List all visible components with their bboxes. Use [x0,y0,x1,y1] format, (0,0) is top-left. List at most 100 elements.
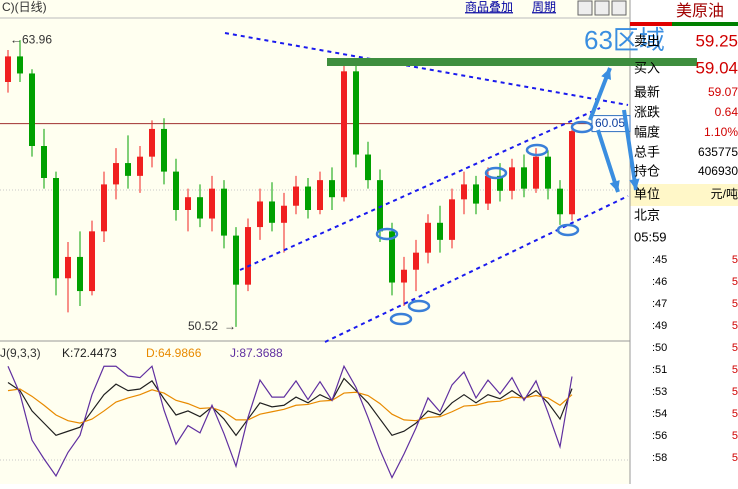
low-label: 50.52 [188,319,218,333]
minute-time: :50 [652,342,667,354]
candle-body [89,231,95,292]
unit-row-bg [630,184,738,206]
candle-body [473,184,479,204]
candle-body [437,222,443,240]
candle-body [113,163,119,185]
candle-body [53,178,59,279]
candle-body [557,188,563,215]
candle-body [221,188,227,236]
candle-body [509,167,515,191]
arrow [622,109,638,191]
minute-time: :56 [652,430,667,442]
quote-bg [630,0,738,484]
quote-label: 单位 [634,186,660,201]
candle-body [329,180,335,198]
minute-value: 5 [732,276,738,288]
candle-body [65,256,71,279]
candle-body [365,154,371,181]
candle-body [125,163,131,176]
high-label: 63.96 [22,32,52,46]
quote-value: 1.10% [704,125,738,139]
candle-body [5,56,11,82]
candle-body [149,128,155,157]
quote-value: 406930 [698,164,738,178]
candle-body [281,205,287,223]
candle-body [269,201,275,223]
marker-ellipse [389,312,413,326]
indicator-legend: D:64.9866 [146,346,202,360]
nav-buttons[interactable] [577,0,627,16]
candle-body [461,184,467,200]
candle-body [293,186,299,206]
candle-body [197,197,203,219]
quote-label: 买入 [634,60,660,75]
level-label: 60.05 [595,116,625,130]
candle-body [569,131,575,215]
minute-time: :47 [652,298,667,310]
indicator-legend: J:87.3688 [230,346,283,360]
arrow [596,129,620,193]
candle-body [413,252,419,270]
candle-body [341,71,347,198]
quote-value: 59.25 [695,31,738,50]
minute-value: 5 [732,430,738,442]
minute-value: 5 [732,408,738,420]
minute-time: :54 [652,408,667,420]
zone-label: 63区域 [584,25,665,55]
minute-value: 5 [732,364,738,376]
candle-body [245,227,251,285]
quote-label: 持仓 [634,163,660,178]
arrow-head [629,178,640,190]
candle-body [353,71,359,155]
candle-body [137,156,143,176]
nav-left[interactable] [577,0,593,16]
candle-body [449,199,455,240]
indicator-name: J(9,3,3) [0,346,41,360]
overlay-button[interactable]: 商品叠加 [465,0,513,14]
indicator-legend: K:72.4473 [62,346,117,360]
period-label: C)(日线) [2,0,47,14]
nav-zoom[interactable] [611,0,627,16]
quote-value: 59.07 [708,85,738,99]
minute-time: :45 [652,254,667,266]
candle-body [377,180,383,232]
time: 05:59 [634,229,667,244]
candle-body [209,188,215,219]
candle-body [485,175,491,204]
candle-body [545,156,551,189]
candle-body [161,128,167,172]
minute-time: :46 [652,276,667,288]
zone-bar [327,58,697,66]
indicator-line [7,377,573,437]
quote-value: 0.64 [715,105,738,119]
quote-label: 涨跌 [634,104,660,119]
trend-line [324,195,629,343]
minute-time: :58 [652,452,667,464]
marker-ellipse [407,299,431,313]
quote-label: 总手 [634,144,660,159]
minute-value: 5 [732,320,738,332]
candle-body [173,171,179,210]
minute-value: 5 [732,386,738,398]
nav-right[interactable] [594,0,610,16]
quote-value: 59.04 [695,58,738,77]
minute-time: :53 [652,386,667,398]
candle-body [317,180,323,210]
marker-ellipse [375,227,399,241]
candle-body [77,256,83,292]
quote-label: 卖出 [634,33,660,48]
candle-body [389,231,395,283]
location: 北京 [634,207,660,222]
candle-body [233,235,239,285]
minute-value: 5 [732,342,738,354]
marker-ellipse [556,223,580,237]
minute-value: 5 [732,452,738,464]
quote-title: 美原油 [676,2,724,20]
period-button[interactable]: 周期 [532,0,556,14]
minute-value: 5 [732,254,738,266]
quote-value: 635775 [698,145,738,159]
candle-body [521,167,527,189]
candle-body [533,156,539,189]
candle-body [41,146,47,178]
